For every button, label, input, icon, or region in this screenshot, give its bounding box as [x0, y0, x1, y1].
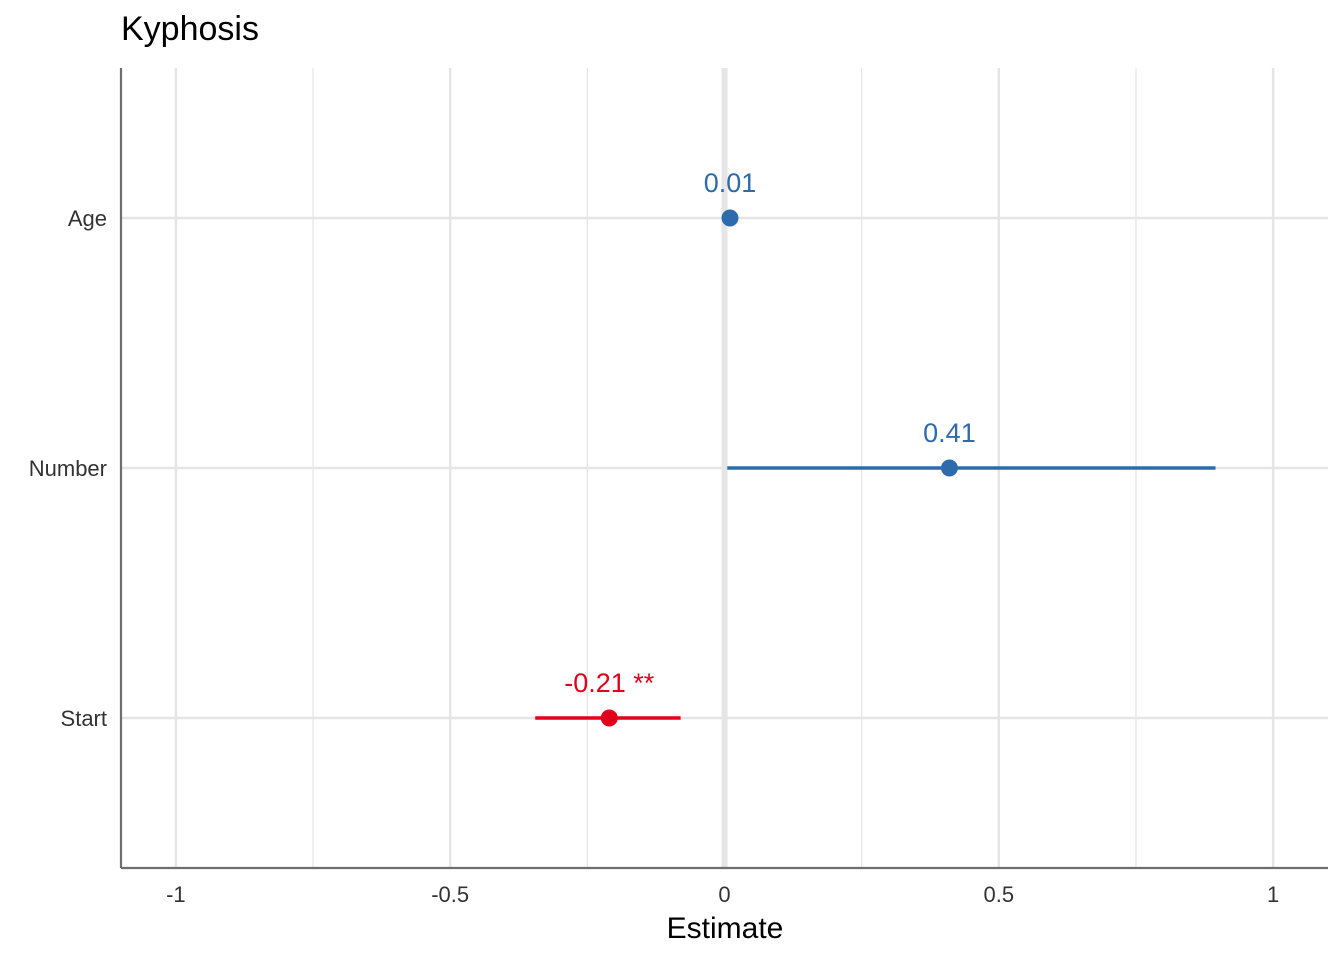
- x-tick-label: 0.5: [984, 882, 1015, 907]
- x-tick-label: 1: [1267, 882, 1279, 907]
- y-tick-label: Start: [61, 706, 107, 731]
- x-tick-label: -1: [166, 882, 186, 907]
- y-tick-label: Age: [68, 206, 107, 231]
- chart-title: Kyphosis: [121, 10, 259, 48]
- x-axis-title: Estimate: [667, 912, 784, 945]
- mark-layer: [535, 209, 1216, 727]
- x-tick-label: 0: [718, 882, 730, 907]
- estimate-label: 0.41: [923, 418, 976, 448]
- axis-layer: -1 -0.5 0 0.5 1 Age Number Start: [29, 68, 1328, 907]
- estimate-label: -0.21 **: [564, 668, 655, 698]
- grid-layer: [121, 68, 1328, 868]
- x-tick-label: -0.5: [431, 882, 469, 907]
- estimate-point: [940, 459, 958, 477]
- estimate-point: [600, 709, 618, 727]
- estimate-label: 0.01: [704, 168, 757, 198]
- estimate-point: [721, 209, 739, 227]
- y-tick-label: Number: [29, 456, 107, 481]
- label-layer: 0.01 0.41 -0.21 **: [564, 168, 975, 698]
